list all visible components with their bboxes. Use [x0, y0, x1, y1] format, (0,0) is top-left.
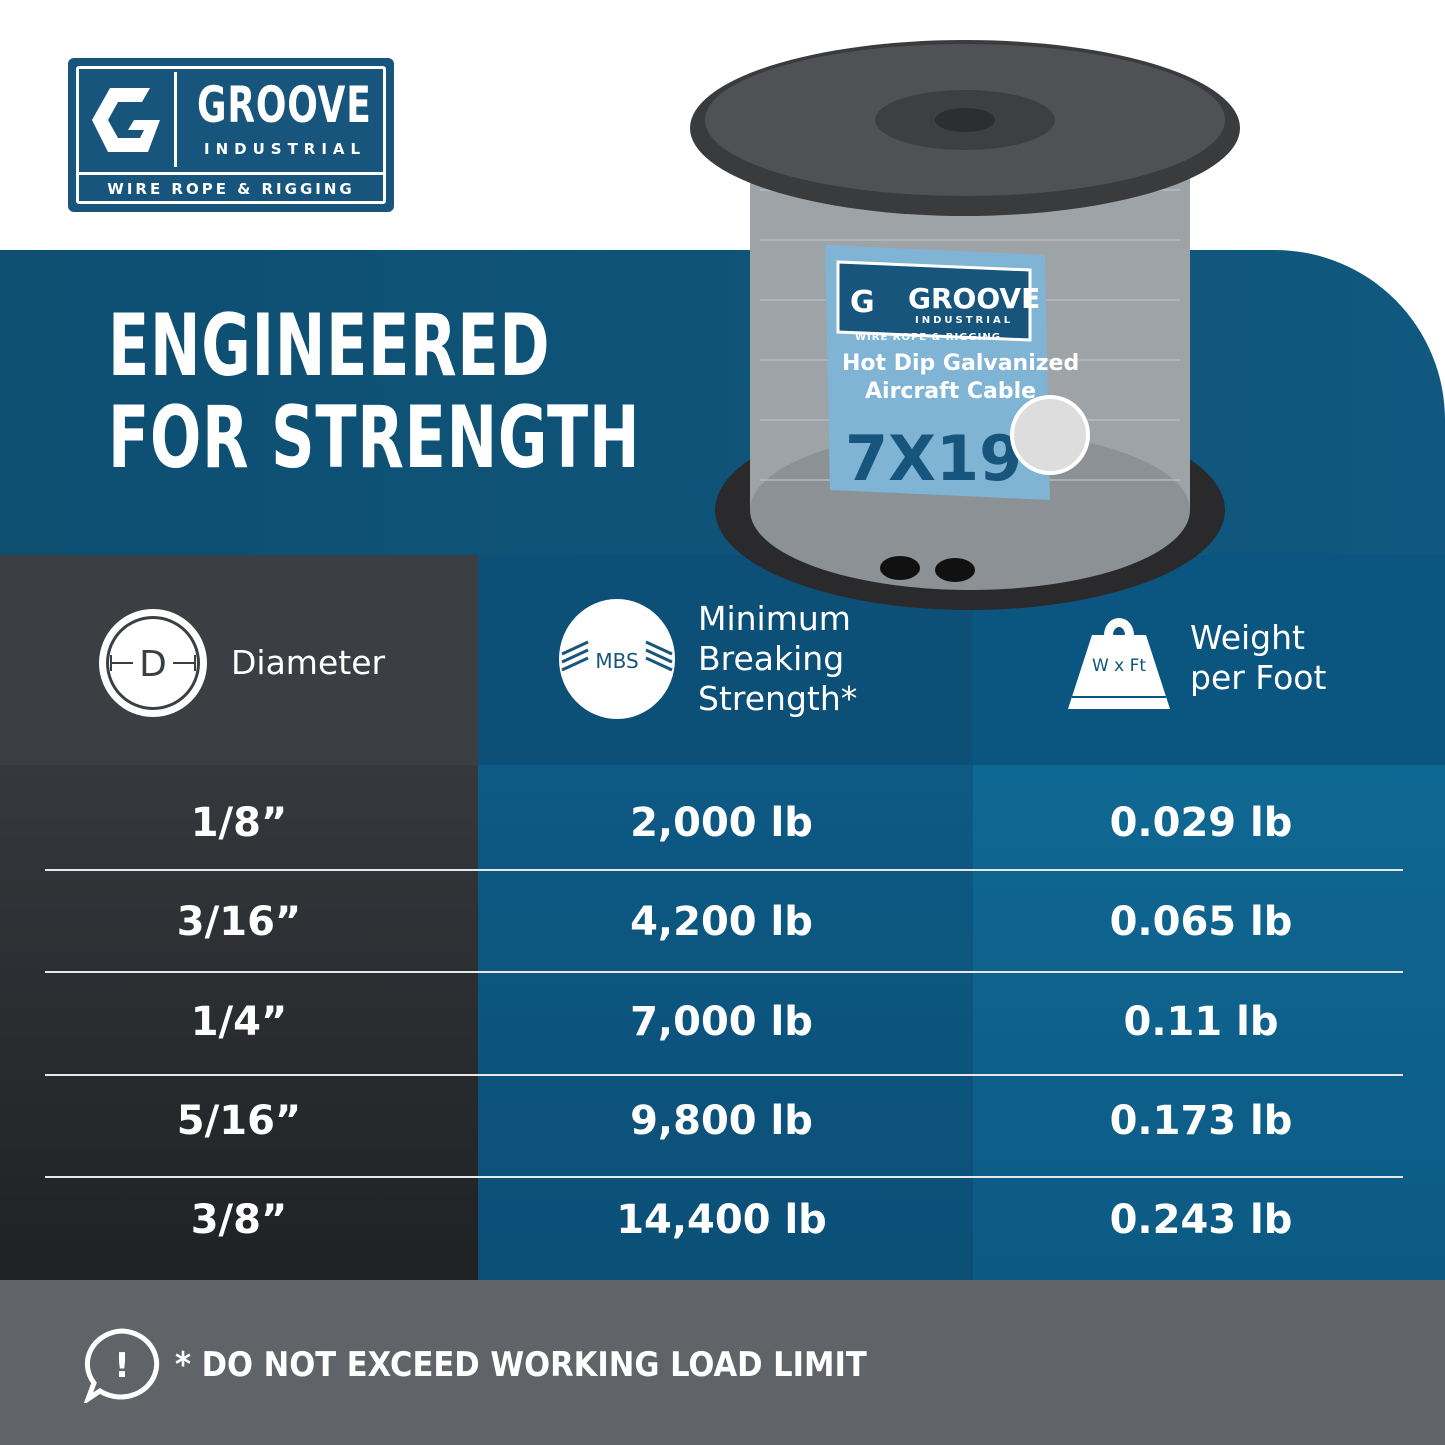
header-mbs: MBS Minimum Breaking Strength* [558, 598, 857, 720]
label-sub: INDUSTRIAL [915, 315, 1013, 326]
row-divider [45, 1176, 1403, 1178]
row-divider [45, 971, 1403, 973]
cell-diameter: 1/4” [190, 999, 288, 1045]
table-row: 3/16” 4,200 lb 0.065 lb [0, 872, 1445, 972]
table-row: 5/16” 9,800 lb 0.173 lb [0, 1071, 1445, 1171]
cell-weight: 0.11 lb [1123, 999, 1279, 1045]
label-title-1: Hot Dip Galvanized [842, 351, 1079, 376]
header-diameter: D Diameter [95, 605, 385, 721]
diameter-icon: D [99, 609, 207, 717]
svg-text:W x Ft: W x Ft [1092, 656, 1146, 676]
cell-weight: 0.029 lb [1109, 800, 1293, 846]
headline-line-1: ENGINEERED [108, 296, 551, 396]
cable-spool-image: G GROOVE INDUSTRIAL WIRE ROPE & RIGGING … [690, 40, 1240, 610]
header-label-weight-2: per Foot [1190, 658, 1327, 697]
mbs-column [478, 555, 973, 1280]
cell-diameter: 1/8” [190, 800, 288, 846]
cell-diameter: 3/8” [190, 1197, 288, 1243]
product-label: G GROOVE INDUSTRIAL WIRE ROPE & RIGGING … [825, 245, 1090, 500]
header-label-mbs-3: Strength* [698, 679, 858, 718]
footer-bar [0, 1280, 1445, 1445]
label-title-2: Aircraft Cable [865, 379, 1036, 404]
row-divider [45, 1074, 1403, 1076]
cell-mbs: 9,800 lb [630, 1098, 813, 1144]
svg-text:!: ! [114, 1346, 130, 1386]
headline: ENGINEERED FOR STRENGTH [108, 300, 640, 484]
header-label-diameter: Diameter [231, 643, 386, 682]
row-divider [45, 869, 1403, 871]
label-construction: 7X19 [845, 422, 1022, 495]
table-row: 3/8” 14,400 lb 0.243 lb [0, 1170, 1445, 1270]
cell-mbs: 2,000 lb [630, 800, 813, 846]
alert-speech-icon: ! [83, 1328, 160, 1403]
brand-name: GROOVE [197, 76, 372, 134]
svg-text:G: G [850, 285, 875, 320]
brand-logo: GROOVE INDUSTRIAL WIRE ROPE & RIGGING [68, 58, 394, 212]
weight-icon: W x Ft [1068, 618, 1170, 709]
g-logo-icon [82, 72, 177, 167]
mbs-icon: MBS [559, 599, 675, 719]
diameter-column [0, 555, 478, 1280]
table-row: 1/4” 7,000 lb 0.11 lb [0, 972, 1445, 1072]
header-label-mbs-1: Minimum [698, 599, 851, 638]
cell-weight: 0.173 lb [1109, 1098, 1293, 1144]
cell-weight: 0.065 lb [1109, 899, 1293, 945]
weight-column [973, 555, 1445, 1280]
table-row: 1/8” 2,000 lb 0.029 lb [0, 773, 1445, 873]
cell-diameter: 3/16” [176, 899, 302, 945]
header-weight: W x Ft Weight per Foot [1066, 605, 1326, 711]
brand-tagline: WIRE ROPE & RIGGING [78, 172, 384, 202]
header-label-weight-1: Weight [1190, 618, 1305, 657]
cell-mbs: 7,000 lb [630, 999, 813, 1045]
cell-mbs: 4,200 lb [630, 899, 813, 945]
label-tag: WIRE ROPE & RIGGING [855, 332, 1001, 343]
cell-mbs: 14,400 lb [616, 1197, 827, 1243]
label-brand: GROOVE [908, 282, 1040, 315]
svg-text:MBS: MBS [595, 649, 638, 673]
header-label-mbs-2: Breaking [698, 639, 845, 678]
warning-text: * DO NOT EXCEED WORKING LOAD LIMIT [175, 1345, 867, 1385]
headline-line-2: FOR STRENGTH [108, 388, 641, 488]
cell-diameter: 5/16” [176, 1098, 302, 1144]
svg-text:D: D [139, 644, 167, 685]
cell-weight: 0.243 lb [1109, 1197, 1293, 1243]
brand-sub: INDUSTRIAL [204, 140, 367, 158]
